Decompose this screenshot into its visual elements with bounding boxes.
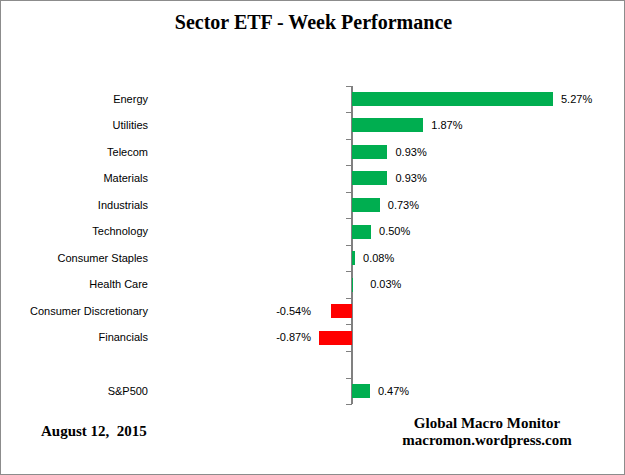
footer-date: August 12, 2015	[41, 423, 147, 440]
category-label-s-p500: S&P500	[1, 378, 148, 405]
value-label-energy: 5.27%	[561, 86, 592, 113]
axis-tick	[346, 139, 352, 140]
bar-health-care	[352, 278, 353, 292]
value-label-consumer-discretionary: -0.54%	[161, 298, 311, 325]
category-label-technology: Technology	[1, 218, 148, 245]
footer-source-url: macromon.wordpress.com	[367, 432, 607, 449]
bar-industrials	[352, 198, 380, 212]
bar-financials	[319, 331, 352, 345]
bar-technology	[352, 225, 371, 239]
value-label-consumer-staples: 0.08%	[363, 245, 394, 272]
bar-utilities	[352, 118, 423, 132]
footer-source-name: Global Macro Monitor	[367, 415, 607, 432]
axis-tick	[346, 298, 352, 299]
axis-tick	[346, 218, 352, 219]
bar-telecom	[352, 145, 387, 159]
axis-tick	[346, 192, 352, 193]
chart-title: Sector ETF - Week Performance	[1, 11, 625, 34]
bar-consumer-discretionary	[331, 304, 352, 318]
axis-tick	[346, 324, 352, 325]
footer-source-block: Global Macro Monitor macromon.wordpress.…	[367, 415, 607, 449]
value-label-materials: 0.93%	[395, 165, 426, 192]
category-label-energy: Energy	[1, 86, 148, 113]
bar-materials	[352, 171, 387, 185]
value-label-health-care: 0.03%	[370, 271, 401, 298]
bar-energy	[352, 92, 553, 106]
value-label-telecom: 0.93%	[395, 139, 426, 166]
value-label-s-p500: 0.47%	[378, 378, 409, 405]
category-label-consumer-staples: Consumer Staples	[1, 245, 148, 272]
axis-tick	[346, 351, 352, 352]
category-label-utilities: Utilities	[1, 112, 148, 139]
category-label-telecom: Telecom	[1, 139, 148, 166]
axis-tick	[346, 404, 352, 405]
axis-tick	[346, 112, 352, 113]
category-label-materials: Materials	[1, 165, 148, 192]
axis-tick	[346, 378, 352, 379]
axis-tick	[346, 86, 352, 87]
value-label-utilities: 1.87%	[431, 112, 462, 139]
value-label-technology: 0.50%	[379, 218, 410, 245]
category-label-health-care: Health Care	[1, 271, 148, 298]
value-label-industrials: 0.73%	[388, 192, 419, 219]
category-label-financials: Financials	[1, 324, 148, 351]
bar-s-p500	[352, 384, 370, 398]
category-label-consumer-discretionary: Consumer Discretionary	[1, 298, 148, 325]
axis-tick	[346, 271, 352, 272]
bar-consumer-staples	[352, 251, 355, 265]
value-label-financials: -0.87%	[161, 324, 311, 351]
chart-canvas: Sector ETF - Week Performance Energy 5.27…	[0, 0, 625, 475]
category-label-industrials: Industrials	[1, 192, 148, 219]
axis-tick	[346, 245, 352, 246]
axis-tick	[346, 165, 352, 166]
